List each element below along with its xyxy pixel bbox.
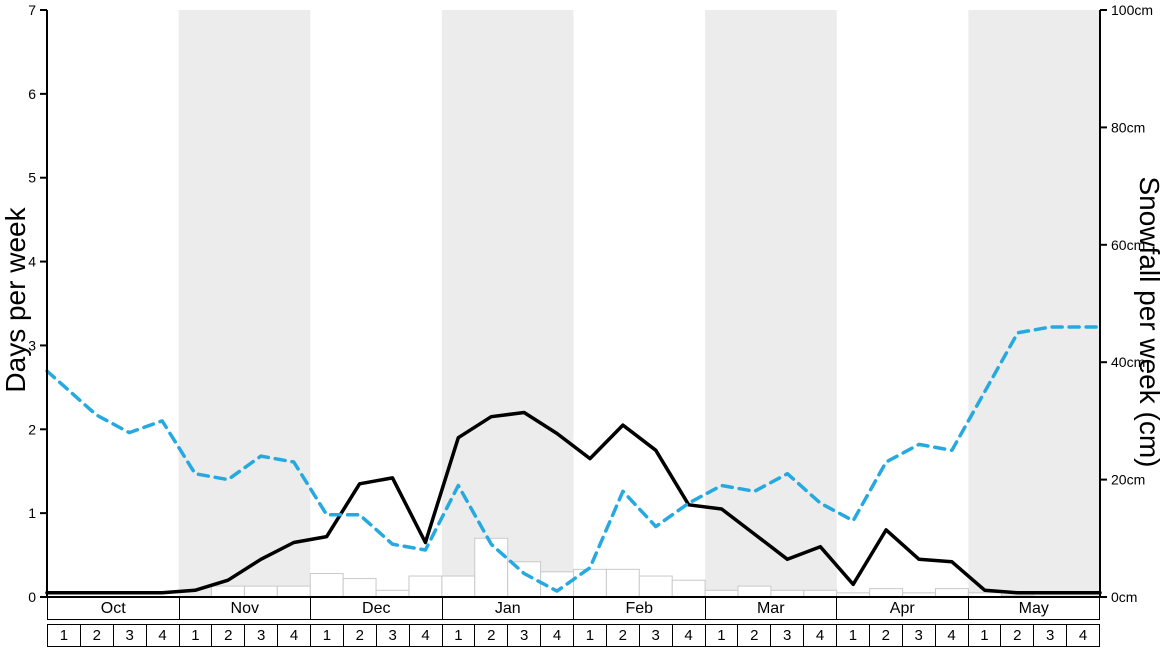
week-number: 3 <box>508 624 542 647</box>
week-number: 4 <box>541 624 574 647</box>
week-number: 1 <box>968 624 1002 647</box>
snowfall-per-week-cm-line <box>45 325 1102 593</box>
snowfall-bar <box>243 585 278 598</box>
snowfall-bar <box>671 579 706 598</box>
month-axis-row: Oct Nov Dec Jan Feb Mar Apr May <box>47 597 1100 620</box>
month-band <box>705 10 837 597</box>
week-number: 1 <box>574 624 607 647</box>
snowfall-bar <box>605 568 640 598</box>
snowfall-bar <box>375 589 410 598</box>
snowfall-bar <box>474 537 509 598</box>
week-number: 2 <box>212 624 246 647</box>
snowfall-bar <box>211 585 245 598</box>
week-number: 4 <box>804 624 837 647</box>
snowfall-bar <box>737 585 772 598</box>
snowfall-bar <box>803 589 838 598</box>
week-number: 3 <box>113 624 147 647</box>
month-label-jan: Jan <box>442 597 574 620</box>
week-number: 1 <box>47 624 81 647</box>
week-number: 3 <box>771 624 805 647</box>
week-number: 4 <box>1067 624 1100 647</box>
week-number: 4 <box>672 624 706 647</box>
left-tick-label: 5 <box>28 170 36 186</box>
left-tick-label: 4 <box>28 254 36 270</box>
left-tick-label: 6 <box>28 86 36 102</box>
week-number: 2 <box>869 624 903 647</box>
snowfall-bar <box>309 573 344 598</box>
left-tick-label: 3 <box>28 337 36 353</box>
week-number: 4 <box>935 624 969 647</box>
week-number: 2 <box>738 624 772 647</box>
month-band <box>178 10 311 597</box>
snowfall-bar <box>934 588 969 598</box>
month-label-mar: Mar <box>705 597 837 620</box>
right-tick-label: 40cm <box>1111 354 1145 370</box>
snowfall-bar <box>342 578 377 598</box>
snowfall-bar <box>704 589 739 598</box>
week-number: 3 <box>1034 624 1068 647</box>
week-number: 4 <box>146 624 180 647</box>
snowfall-bar <box>408 575 443 598</box>
week-number: 1 <box>705 624 739 647</box>
month-label-may: May <box>968 597 1100 620</box>
snowfall-bar <box>770 589 805 598</box>
snowfall-bar <box>869 588 904 598</box>
month-band <box>968 10 1100 597</box>
week-number: 1 <box>837 624 870 647</box>
right-tick-label: 100cm <box>1111 2 1153 18</box>
right-tick-label: 80cm <box>1111 119 1145 135</box>
week-number: 3 <box>376 624 410 647</box>
month-label-feb: Feb <box>574 597 706 620</box>
week-number: 4 <box>409 624 443 647</box>
month-band <box>441 10 574 597</box>
right-tick-label: 20cm <box>1111 472 1145 488</box>
month-label-dec: Dec <box>311 597 443 620</box>
week-number: 4 <box>278 624 311 647</box>
left-tick-label: 7 <box>28 2 36 18</box>
week-number: 2 <box>475 624 509 647</box>
week-number: 3 <box>902 624 936 647</box>
week-number: 3 <box>639 624 673 647</box>
week-number: 2 <box>343 624 377 647</box>
snowfall-bar <box>507 561 542 598</box>
snowfall-bar <box>276 585 311 598</box>
week-number: 2 <box>80 624 114 647</box>
month-label-oct: Oct <box>47 597 180 620</box>
right-tick-label: 60cm <box>1111 237 1145 253</box>
snowfall-bar <box>638 575 673 598</box>
week-number: 1 <box>442 624 476 647</box>
snowfall-bar <box>573 568 607 598</box>
week-number: 1 <box>311 624 344 647</box>
right-tick-label: 0cm <box>1111 589 1137 605</box>
month-label-apr: Apr <box>837 597 969 620</box>
week-number: 1 <box>179 624 213 647</box>
week-number: 2 <box>606 624 640 647</box>
left-tick-label: 1 <box>28 505 36 521</box>
left-tick-label: 0 <box>28 589 36 605</box>
snowfall-bar <box>441 575 476 598</box>
week-number: 2 <box>1001 624 1035 647</box>
week-number: 3 <box>245 624 279 647</box>
left-tick-label: 2 <box>28 421 36 437</box>
month-label-nov: Nov <box>179 597 311 620</box>
snow-days-per-week-line <box>45 410 1102 595</box>
